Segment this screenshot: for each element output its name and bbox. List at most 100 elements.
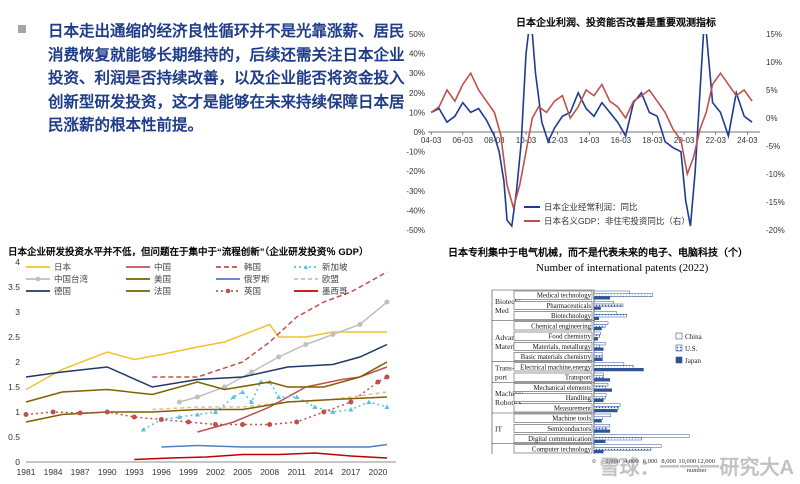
series-point xyxy=(185,419,191,425)
bar-china-4 xyxy=(593,321,609,325)
y-right-tick: -10% xyxy=(766,170,785,179)
bar-china-15 xyxy=(593,434,690,438)
bullet-square-icon xyxy=(18,25,26,33)
group-label-1: Med xyxy=(495,306,509,315)
bar-us-5 xyxy=(593,334,600,338)
bar-us-16 xyxy=(593,447,652,451)
legend-swatch-3 xyxy=(675,356,683,364)
category-box xyxy=(513,424,593,433)
bar-japan-11 xyxy=(593,398,604,402)
bar-japan-6 xyxy=(593,347,604,351)
series-point xyxy=(312,404,318,409)
y-right-tick: 0% xyxy=(766,114,778,123)
y-left-tick: -30% xyxy=(406,187,425,196)
patents-chart: 日本专利集中于电气机械，而不是代表未来的电子、电脑科技（个） Number of… xyxy=(400,238,800,484)
legend-label-1: 日本企业经常利润：同比 xyxy=(544,202,638,212)
x-tick-label: 04-03 xyxy=(421,136,442,145)
series-point xyxy=(375,379,381,385)
category-box xyxy=(513,311,593,320)
x-tick-label: 1981 xyxy=(17,467,36,477)
x-tick-label: 2020 xyxy=(368,467,387,477)
x-tick-label: 08-03 xyxy=(484,136,505,145)
bar-china-3 xyxy=(593,311,617,315)
bar-us-8 xyxy=(593,365,634,369)
series-point xyxy=(176,399,182,405)
bar-china-13 xyxy=(593,413,612,417)
series-point xyxy=(231,394,237,399)
x-tick-label: 2002 xyxy=(206,467,225,477)
category-box xyxy=(513,372,593,382)
series-point xyxy=(213,409,219,414)
series-point xyxy=(276,354,282,360)
series-point xyxy=(330,332,336,337)
bar-china-1 xyxy=(593,290,630,294)
bar-us-4 xyxy=(593,324,606,328)
category-box xyxy=(513,393,593,402)
x-tick-label: 6,000 xyxy=(643,458,658,465)
y-right-tick: -5% xyxy=(766,142,780,151)
bar-us-7 xyxy=(593,355,603,359)
bar-us-9 xyxy=(593,375,604,379)
category-label-7: Basic materials chemistry xyxy=(521,354,592,361)
x-tick-label: 12,000 xyxy=(697,458,715,465)
bar-china-7 xyxy=(593,352,603,356)
x-tick-label: 1984 xyxy=(44,467,63,477)
category-label-6: Materials, metallurgy xyxy=(533,344,592,351)
bar-us-3 xyxy=(593,314,627,318)
series-point xyxy=(249,369,255,375)
bar-china-9 xyxy=(593,372,604,376)
group-label-1: Biotech/ xyxy=(495,297,521,306)
bar-china-8 xyxy=(593,362,625,366)
bar-china-14 xyxy=(593,424,611,428)
chart3-subtitle: Number of international patents (2022) xyxy=(536,262,709,274)
bar-japan-9 xyxy=(593,378,611,382)
legend-label-12: 墨西哥 xyxy=(322,286,348,296)
category-box xyxy=(513,321,593,331)
x-tick-label: 1987 xyxy=(71,467,90,477)
x-tick-label: 0 xyxy=(592,458,595,465)
series-point xyxy=(384,374,390,380)
chart2-title: 日本企业研发投资水平并不低，但问题在于集中于“流程创新”（企业研发投资％ GDP… xyxy=(8,247,369,258)
bar-japan-4 xyxy=(593,327,602,331)
bar-us-10 xyxy=(593,385,606,389)
x-tick-label: 2,000 xyxy=(605,458,620,465)
series-point xyxy=(348,399,354,405)
y-right-tick: 10% xyxy=(766,58,782,67)
x-tick-label: 10-03 xyxy=(516,136,537,145)
series-point xyxy=(384,299,390,305)
series-line-6 xyxy=(25,361,388,403)
legend-label-6: 美国 xyxy=(154,274,171,284)
y-left-tick: 10% xyxy=(409,108,425,117)
category-box xyxy=(513,403,593,413)
y-tick-label: 2 xyxy=(15,357,20,367)
legend-label-7: 俄罗斯 xyxy=(244,274,270,284)
y-tick-label: 1 xyxy=(15,407,20,417)
group-label-3: Trans- xyxy=(495,364,515,373)
legend-label-8: 欧盟 xyxy=(322,274,340,284)
bar-us-2 xyxy=(593,303,624,307)
bar-japan-8 xyxy=(593,368,644,372)
series-point xyxy=(194,412,200,417)
category-box xyxy=(513,331,593,341)
chart1-plot: 50% 40% 30% 20% 10% 0% -10% -20% -30% -40% -50% 15%… xyxy=(406,30,785,235)
series-point xyxy=(213,422,219,427)
legend-label-3: 韩国 xyxy=(244,262,261,272)
category-label-4: Chemical engineering xyxy=(531,323,591,330)
x-tick-label: 8,000 xyxy=(661,458,676,465)
bar-us-14 xyxy=(593,426,607,430)
series-point xyxy=(267,422,273,427)
category-label-3: Biotechnology xyxy=(551,313,592,320)
legend-label-2: 日本名义GDP：非住宅投资同比（右） xyxy=(544,216,690,226)
bar-japan-5 xyxy=(593,337,598,341)
bar-us-1 xyxy=(593,293,654,297)
group-label-4: Robotics xyxy=(495,398,522,407)
y-left-tick: -50% xyxy=(406,226,425,235)
series-line-3 xyxy=(152,271,388,378)
series-point xyxy=(77,410,83,416)
legend-label-4: 新加坡 xyxy=(322,262,348,272)
bar-japan-7 xyxy=(593,357,603,361)
x-tick-label: 2011 xyxy=(288,467,307,477)
x-tick-label: 2014 xyxy=(314,467,333,477)
series-point xyxy=(330,409,336,414)
